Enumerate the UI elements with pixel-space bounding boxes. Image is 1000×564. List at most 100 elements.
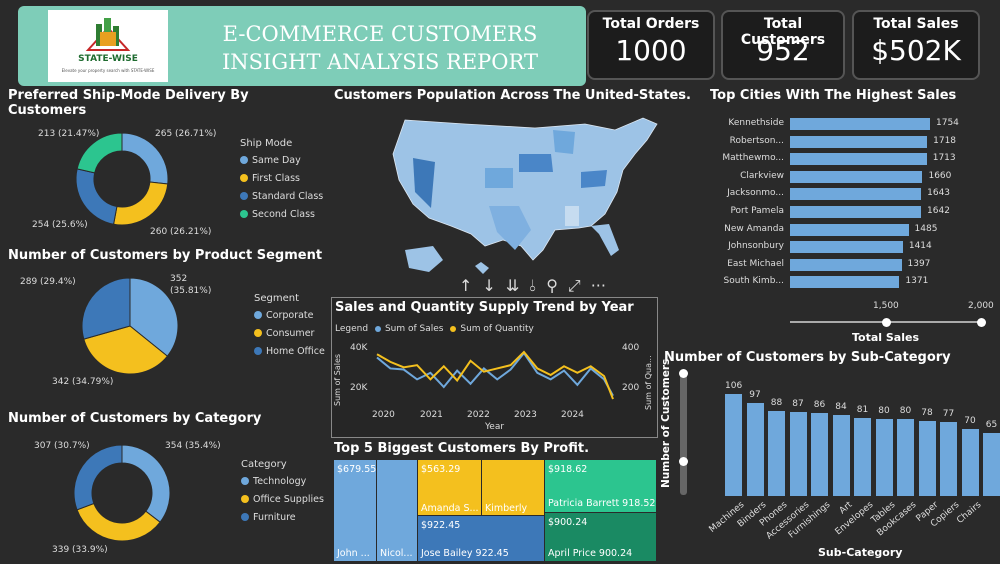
legend-label: Same Day <box>252 155 301 166</box>
cities-range-slider-handle-min[interactable] <box>882 318 891 327</box>
city-bar[interactable] <box>790 241 903 254</box>
subcategory-bar[interactable] <box>768 411 785 496</box>
kpi-total-sales[interactable]: Total Sales $502K <box>852 10 980 80</box>
city-bar[interactable] <box>790 276 900 289</box>
legend-item-consumer[interactable]: Consumer <box>254 328 325 339</box>
map-state-ky[interactable] <box>581 170 607 188</box>
legend-label: Technology <box>253 476 307 487</box>
map-state-ak[interactable] <box>405 246 443 272</box>
legend-dot <box>240 156 248 164</box>
treemap-cell-nicol[interactable]: Nicol... <box>377 460 417 561</box>
legend-item-first-class[interactable]: First Class <box>240 173 323 184</box>
subcategory-bar[interactable] <box>746 402 764 496</box>
drill-up-icon[interactable]: ↑ <box>459 276 473 295</box>
more-options-icon[interactable]: ··· <box>590 276 606 295</box>
subcategory-bar[interactable] <box>832 415 850 496</box>
segment-label-consumer: 342 (34.79%) <box>52 377 114 387</box>
treemap-cell-john[interactable]: $679.55 John ... <box>334 460 376 561</box>
category-label-technology: 354 (35.4%) <box>165 441 221 451</box>
slice-corporate[interactable] <box>129 277 179 357</box>
subcategory-bar[interactable] <box>725 394 742 496</box>
filter-icon[interactable]: ⚲ <box>546 276 558 295</box>
map-state-fl[interactable] <box>591 224 619 256</box>
slice-second-class[interactable] <box>76 132 123 174</box>
slice-standard-class[interactable] <box>75 168 118 225</box>
treemap-value: $563.29 <box>421 464 461 475</box>
legend-label-quantity[interactable]: Sum of Quantity <box>460 324 534 334</box>
series-line-sales[interactable] <box>376 351 614 397</box>
subcategory-bar[interactable] <box>789 412 807 496</box>
slice-first-class[interactable] <box>113 181 169 226</box>
slice-furniture[interactable] <box>73 444 123 511</box>
subcategory-bar[interactable] <box>918 420 936 496</box>
legend-item-furniture[interactable]: Furniture <box>241 512 324 523</box>
map-state-ne[interactable] <box>519 154 553 172</box>
city-bar-label: East Michael <box>727 258 784 269</box>
trend-plot[interactable] <box>372 340 618 410</box>
legend-item-home-office[interactable]: Home Office <box>254 346 325 357</box>
cities-range-slider-handle-max[interactable] <box>977 318 986 327</box>
map-state-wi[interactable] <box>553 130 575 154</box>
map-state-nv[interactable] <box>413 158 435 208</box>
legend-label: Second Class <box>252 209 315 220</box>
drill-down-all-icon[interactable]: ⇊ <box>505 276 520 295</box>
slice-home-office[interactable] <box>81 277 131 340</box>
subcategory-bar[interactable] <box>983 433 1000 496</box>
city-bar[interactable] <box>790 135 928 148</box>
legend-item-office-supplies[interactable]: Office Supplies <box>241 494 324 505</box>
legend-label-sales[interactable]: Sum of Sales <box>384 324 444 334</box>
series-line-quantity[interactable] <box>376 350 614 400</box>
segment-pie[interactable] <box>70 270 190 382</box>
us-map[interactable] <box>385 110 665 280</box>
legend-item-second-class[interactable]: Second Class <box>240 209 323 220</box>
legend-item-same-day[interactable]: Same Day <box>240 155 323 166</box>
slice-technology[interactable] <box>121 444 171 523</box>
expand-hierarchy-icon[interactable]: ⫰ <box>529 276 537 295</box>
us-mainland[interactable] <box>392 117 658 261</box>
kpi-value: 952 <box>756 34 810 67</box>
legend-item-corporate[interactable]: Corporate <box>254 310 325 321</box>
drill-down-icon[interactable]: ↓ <box>482 276 496 295</box>
subcategory-title: Number of Customers by Sub-Category <box>664 350 951 365</box>
city-bar[interactable] <box>790 258 902 271</box>
subcategory-range-slider-handle-top[interactable] <box>679 369 688 378</box>
map-state-hi[interactable] <box>475 262 489 274</box>
city-bar-label: Matthewmo... <box>722 153 784 164</box>
slice-same-day[interactable] <box>121 132 169 185</box>
subcategory-bar[interactable] <box>897 419 914 496</box>
kpi-total-orders[interactable]: Total Orders 1000 <box>587 10 715 80</box>
map-state-co[interactable] <box>485 168 513 188</box>
city-bar[interactable] <box>790 118 930 130</box>
treemap-cell-jose[interactable]: $922.45 Jose Bailey 922.45 <box>418 516 544 561</box>
subcategory-bar[interactable] <box>854 418 871 496</box>
treemap-cell-april[interactable]: $900.24 April Price 900.24 <box>545 513 656 561</box>
category-donut[interactable] <box>60 435 190 552</box>
segment-corporate-count: 352 <box>170 274 188 284</box>
city-bar[interactable] <box>790 170 923 183</box>
treemap-cell-amanda[interactable]: $563.29 Amanda S... <box>418 460 481 515</box>
legend-item-technology[interactable]: Technology <box>241 476 324 487</box>
city-bar[interactable] <box>790 153 927 166</box>
subcategory-bar-value: 86 <box>813 400 826 411</box>
map-state-tx[interactable] <box>489 206 531 250</box>
slice-consumer[interactable] <box>83 325 169 375</box>
subcategory-range-slider-track[interactable] <box>680 373 687 495</box>
subcategory-bar[interactable] <box>961 428 979 496</box>
focus-mode-icon[interactable]: ⤢ <box>567 276 581 295</box>
treemap-cell-kimberly[interactable]: Kimberly A... <box>482 460 544 515</box>
city-bar[interactable] <box>790 206 922 218</box>
treemap-cell-patricia[interactable]: $918.62 Patricia Barrett 918.52 <box>545 460 656 512</box>
city-bar[interactable] <box>790 188 922 201</box>
subcategory-range-slider-handle-bottom[interactable] <box>679 457 688 466</box>
ship-mode-donut[interactable] <box>60 125 190 240</box>
map-state-ms[interactable] <box>565 206 579 226</box>
legend-item-standard-class[interactable]: Standard Class <box>240 191 323 202</box>
subcategory-bar[interactable] <box>940 421 957 496</box>
treemap-value: $679.55 <box>337 464 376 475</box>
subcategory-bar[interactable] <box>811 413 828 496</box>
title-line-2: INSIGHT ANALYSIS REPORT <box>222 50 538 74</box>
city-bar[interactable] <box>790 223 909 236</box>
subcategory-bar[interactable] <box>875 419 893 496</box>
trend-chart-panel[interactable] <box>331 297 658 438</box>
kpi-total-customers[interactable]: Total Customers 952 <box>721 10 845 80</box>
